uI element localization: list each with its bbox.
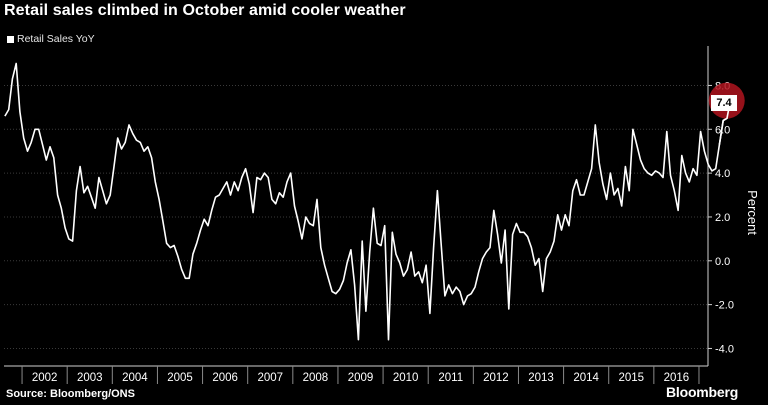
x-tick-label: 2014 (573, 372, 599, 384)
y-axis-title: Percent (745, 190, 760, 235)
x-tick-label: 2016 (664, 372, 690, 384)
x-tick-label: 2003 (77, 372, 103, 384)
y-tick-label: 6.0 (715, 124, 730, 136)
legend-swatch (7, 35, 14, 43)
y-tick-label: -4.0 (715, 343, 734, 355)
x-tick-label: 2009 (348, 372, 374, 384)
legend-label: Retail Sales YoY (17, 33, 95, 45)
x-tick-label: 2011 (438, 372, 463, 384)
x-tick-label: 2005 (167, 372, 193, 384)
legend: Retail Sales YoY (7, 33, 95, 45)
x-tick-label: 2007 (257, 372, 283, 384)
y-tick-label: 0.0 (715, 256, 730, 268)
x-tick-label: 2002 (32, 372, 58, 384)
x-tick-label: 2004 (122, 372, 148, 384)
chart-title: Retail sales climbed in October amid coo… (4, 2, 406, 19)
series-line-retail-sales-yoy (4, 62, 732, 341)
y-tick-label: 2.0 (715, 212, 730, 224)
x-tick-label: 2013 (528, 372, 554, 384)
last-value-label: 7.4 (711, 95, 737, 111)
y-tick-label: -2.0 (715, 300, 734, 312)
x-tick-label: 2012 (483, 372, 509, 384)
y-tick-label: 4.0 (715, 168, 730, 180)
x-tick-label: 2010 (393, 372, 419, 384)
x-tick-label: 2008 (303, 372, 329, 384)
brand-logo: Bloomberg (666, 384, 739, 400)
x-tick-label: 2006 (212, 372, 238, 384)
source-note: Source: Bloomberg/ONS (6, 388, 135, 400)
x-tick-label: 2015 (618, 372, 644, 384)
